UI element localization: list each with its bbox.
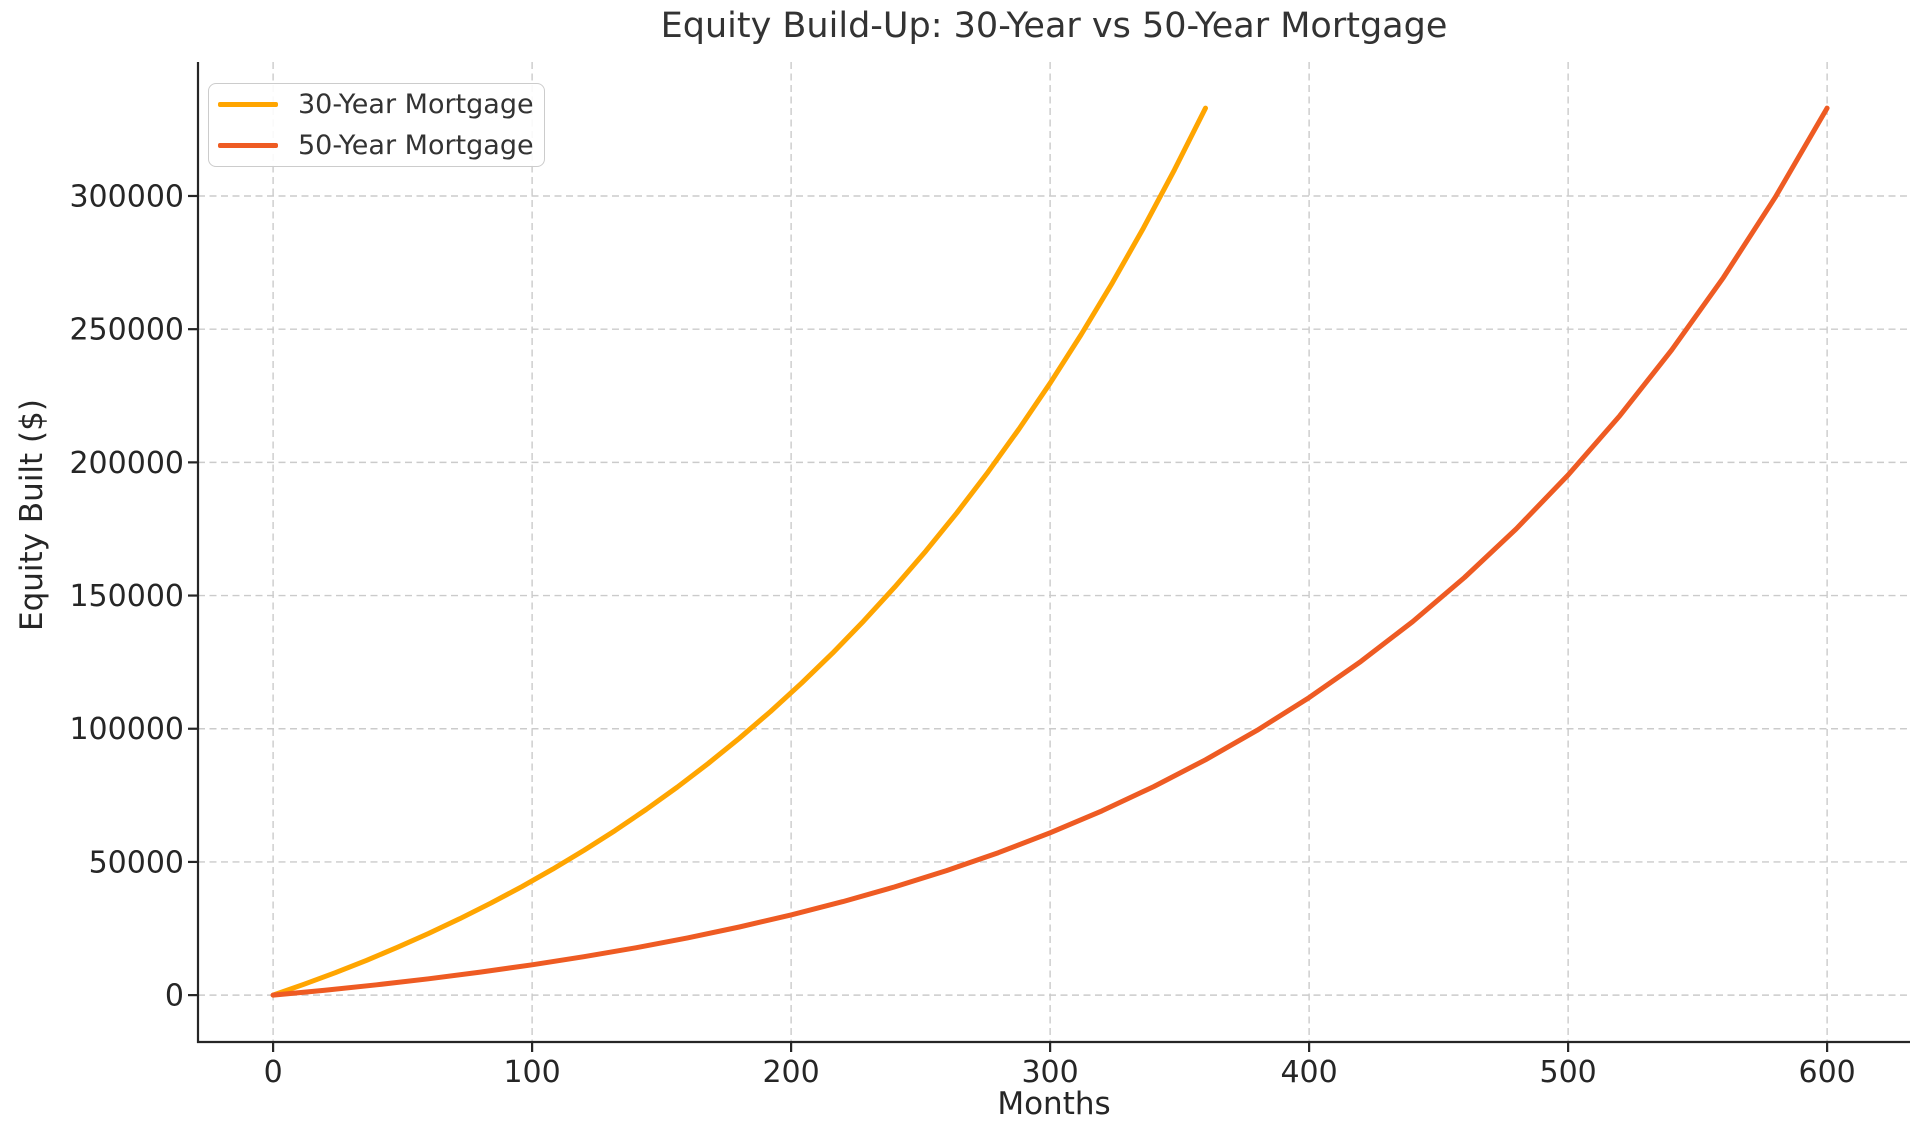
y-tick-label: 250000 — [69, 313, 184, 348]
legend-label-50-year: 50-Year Mortgage — [298, 130, 534, 161]
series-line-30-year — [270, 105, 1208, 998]
y-tick-label: 300000 — [69, 179, 184, 214]
tick-labels: 0 100 200 300 400 500 600 0 50000 100000 150000 200… — [69, 179, 1855, 1090]
y-axis-label: Equity Built ($) — [14, 399, 50, 631]
legend-swatch-30-year — [218, 102, 278, 107]
series-line-50-year — [270, 105, 1830, 998]
y-tick-label: 150000 — [69, 579, 184, 614]
x-tick-label: 100 — [503, 1055, 560, 1090]
y-tick-label: 0 — [165, 979, 184, 1014]
x-tick-label: 200 — [762, 1055, 819, 1090]
axes-spines — [196, 62, 1910, 1044]
y-tick-label: 50000 — [89, 845, 184, 880]
x-tick-label: 500 — [1539, 1055, 1596, 1090]
legend-item-50-year: 50-Year Mortgage — [218, 125, 534, 166]
legend-item-30-year: 30-Year Mortgage — [218, 84, 534, 125]
y-tick-label: 200000 — [69, 446, 184, 481]
x-axis-label: Months — [997, 1086, 1111, 1122]
legend: 30-Year Mortgage 50-Year Mortgage — [208, 83, 545, 167]
chart-title: Equity Build-Up: 30-Year vs 50-Year Mort… — [660, 6, 1448, 46]
x-tick-label: 0 — [264, 1055, 283, 1090]
gridlines — [198, 62, 1910, 1042]
legend-label-30-year: 30-Year Mortgage — [298, 89, 534, 120]
x-tick-label: 400 — [1280, 1055, 1337, 1090]
series-curves — [270, 105, 1830, 998]
legend-swatch-50-year — [218, 143, 278, 148]
x-tick-label: 300 — [1021, 1055, 1078, 1090]
x-tick-label: 600 — [1798, 1055, 1855, 1090]
tick-marks — [188, 194, 1829, 1052]
y-tick-label: 100000 — [69, 712, 184, 747]
